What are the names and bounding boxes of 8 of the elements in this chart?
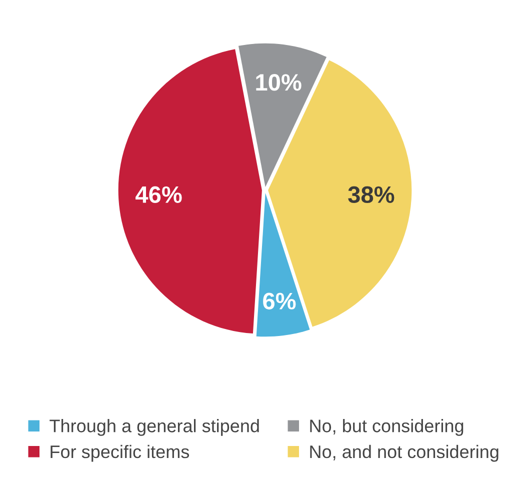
data-label: 46% xyxy=(136,186,182,204)
legend-label: No, and not considering xyxy=(310,444,498,462)
legend-label: Through a general stipend xyxy=(50,419,259,436)
legend-label: No, but considering xyxy=(310,419,464,436)
data-label: 10% xyxy=(256,74,302,91)
data-label: 6% xyxy=(263,292,296,310)
legend-label: For specific items xyxy=(50,444,190,462)
data-label: 38% xyxy=(348,186,394,204)
